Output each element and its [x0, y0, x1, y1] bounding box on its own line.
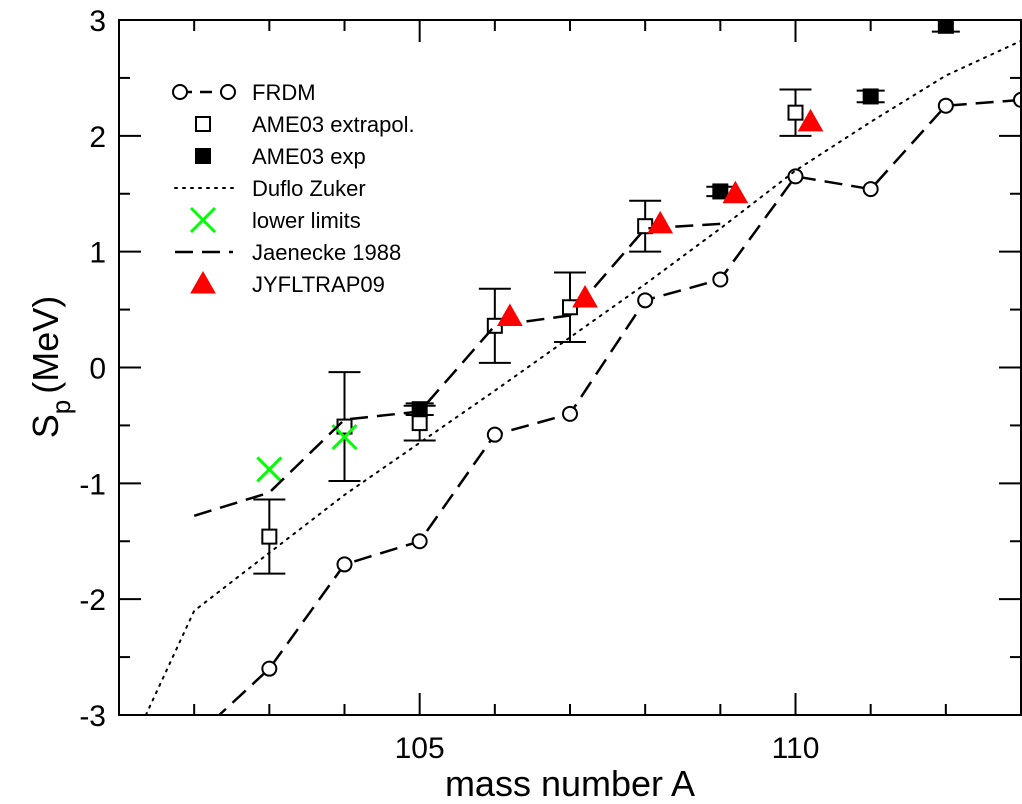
frdm-point [336, 556, 353, 573]
frdm-point [486, 426, 503, 443]
cross-stroke [331, 423, 358, 451]
duflo-zuker-line [144, 39, 1021, 715]
legend-swatch-triangle [190, 270, 216, 294]
jyfltrap09-point [722, 180, 749, 204]
legend-label: Duflo Zuker [252, 176, 366, 201]
legend-entry: Duflo Zuker [174, 176, 366, 201]
legend-entry: Jaenecke 1988 [175, 240, 401, 265]
jyfltrap09-point [797, 108, 824, 132]
legend-swatch-cross [189, 206, 217, 234]
jyfltrap09-point [572, 284, 598, 308]
ame03-extrapol-point [411, 415, 428, 432]
frdm-point [862, 181, 879, 198]
series-filled-square-errorbar [405, 20, 960, 418]
cross-stroke [256, 456, 283, 483]
ame03-extrapol-point [261, 528, 278, 545]
legend-swatch-circle [172, 84, 188, 100]
legend-label: AME03 exp [252, 144, 366, 169]
legend: FRDM AME03 extrapol. AME03 exp Duflo Zuker l… [172, 80, 415, 297]
legend-entry: FRDM [172, 80, 316, 105]
y-tick-label: 3 [89, 5, 106, 38]
frdm-point [937, 97, 954, 114]
jyfltrap09-point [497, 303, 523, 327]
y-tick-label: -2 [79, 584, 106, 617]
legend-label: lower limits [252, 208, 361, 233]
cross-stroke [189, 206, 217, 234]
series-dotted-line [144, 39, 1021, 715]
y-tick-label: 2 [89, 121, 106, 154]
y-axis-label-unit: (MeV) [25, 296, 66, 394]
legend-entry: AME03 exp [195, 144, 366, 169]
frdm-point [712, 271, 729, 288]
svg-text:Sp(MeV): Sp (MeV) [25, 296, 76, 438]
x-axis-label: mass number A [445, 763, 695, 804]
series-layer [144, 20, 1021, 715]
legend-entry: JYFLTRAP09 [190, 270, 385, 297]
tick-layer: 105 110 -3 -2 -1 0 1 2 3 [79, 5, 1022, 765]
legend-entry: lower limits [189, 206, 361, 234]
y-tick-label: 1 [89, 237, 106, 270]
series-cross [256, 423, 358, 483]
y-tick-label: -1 [79, 468, 106, 501]
frdm-point [787, 168, 804, 185]
series-open-square-errorbar [253, 88, 812, 575]
y-tick-label: 0 [89, 353, 106, 386]
frdm-point [562, 405, 578, 422]
legend-label: AME03 extrapol. [252, 112, 415, 137]
ame03-exp-point [712, 183, 729, 200]
x-tick-label: 105 [395, 732, 445, 765]
ame03-exp-point [862, 88, 879, 105]
ame03-extrapol-point [787, 104, 804, 121]
frdm-point [411, 533, 428, 550]
ame03-exp-point [411, 401, 428, 418]
x-tick-label: 110 [772, 732, 820, 765]
frdm-point [637, 292, 654, 309]
frdm-point [261, 660, 278, 677]
series-dashed-line [193, 222, 721, 517]
y-axis-label-sub: p [46, 400, 76, 414]
series-dashed-line-open-circle [217, 91, 1021, 715]
legend-label: JYFLTRAP09 [252, 272, 385, 297]
frdm-point [1013, 91, 1021, 108]
jyfltrap09-point [647, 210, 674, 234]
legend-swatch-square [195, 148, 211, 164]
y-axis-label-main: S [25, 414, 66, 438]
legend-label: FRDM [252, 80, 316, 105]
y-tick-label: -3 [79, 700, 106, 733]
y-axis-label: Sp (MeV) [25, 296, 76, 438]
lower-limit-point [256, 456, 283, 483]
legend-swatch-circle [220, 84, 236, 100]
legend-entry: AME03 extrapol. [195, 112, 415, 137]
legend-swatch-square [195, 116, 211, 132]
legend-label: Jaenecke 1988 [252, 240, 401, 265]
jaenecke-line [193, 222, 721, 517]
series-filled-triangle [497, 108, 824, 327]
